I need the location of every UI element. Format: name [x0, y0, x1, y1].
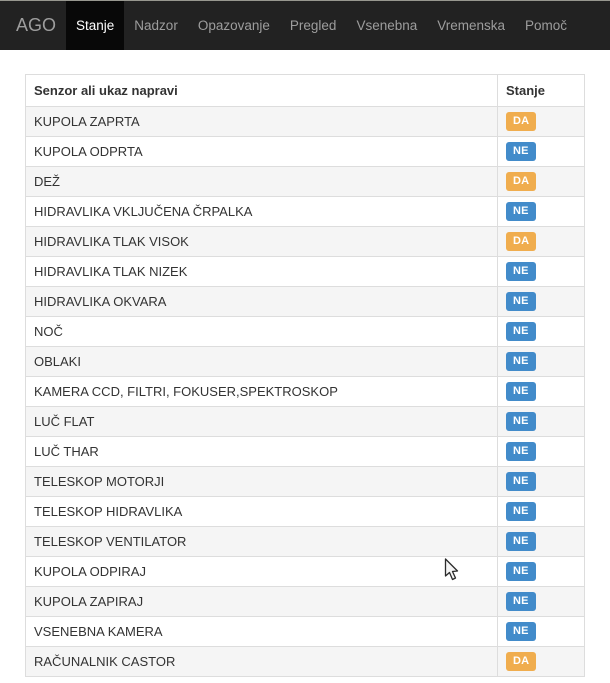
table-header: Senzor ali ukaz napravi Stanje: [25, 74, 585, 107]
state-cell: NE: [497, 136, 585, 167]
table-row: DEŽ DA: [25, 166, 585, 197]
sensor-label: HIDRAVLIKA OKVARA: [25, 286, 498, 317]
state-cell: NE: [497, 556, 585, 587]
sensor-label: KUPOLA ZAPIRAJ: [25, 586, 498, 617]
status-table: Senzor ali ukaz napravi Stanje KUPOLA ZA…: [25, 74, 585, 677]
table-row: VSENEBNA KAMERA NE: [25, 616, 585, 647]
status-badge: NE: [506, 202, 536, 221]
status-badge: DA: [506, 172, 537, 191]
table-row: KUPOLA ZAPRTA DA: [25, 106, 585, 137]
navbar-item-vremenska[interactable]: Vremenska: [437, 18, 506, 33]
state-cell: DA: [497, 226, 585, 257]
status-badge: NE: [506, 322, 536, 341]
table-row: KUPOLA ODPRTA NE: [25, 136, 585, 167]
state-cell: NE: [497, 466, 585, 497]
navbar: AGO Stanje Nadzor Opazovanje Pregled Vsenebn…: [0, 0, 610, 50]
sensor-label: KUPOLA ODPIRAJ: [25, 556, 498, 587]
state-cell: NE: [497, 286, 585, 317]
navbar-menu: Stanje Nadzor Opazovanje Pregled Vsenebna Vre…: [66, 1, 577, 50]
table-row: HIDRAVLIKA VKLJUČENA ČRPALKA NE: [25, 196, 585, 227]
state-cell: NE: [497, 436, 585, 467]
sensor-label: LUČ FLAT: [25, 406, 498, 437]
state-cell: NE: [497, 586, 585, 617]
state-cell: NE: [497, 376, 585, 407]
status-badge: DA: [506, 232, 537, 251]
table-body: KUPOLA ZAPRTA DA KUPOLA ODPRTA NE DEŽ DA…: [25, 106, 585, 677]
state-cell: NE: [497, 256, 585, 287]
main-content: Senzor ali ukaz napravi Stanje KUPOLA ZA…: [25, 74, 585, 677]
sensor-label: NOČ: [25, 316, 498, 347]
table-row: TELESKOP VENTILATOR NE: [25, 526, 585, 557]
state-cell: DA: [497, 646, 585, 677]
table-row: KUPOLA ODPIRAJ NE: [25, 556, 585, 587]
state-cell: NE: [497, 346, 585, 377]
status-badge: NE: [506, 352, 536, 371]
sensor-label: TELESKOP VENTILATOR: [25, 526, 498, 557]
table-row: HIDRAVLIKA TLAK NIZEK NE: [25, 256, 585, 287]
status-badge: NE: [506, 532, 536, 551]
navbar-item-pomoč[interactable]: Pomoč: [525, 18, 568, 33]
table-row: TELESKOP MOTORJI NE: [25, 466, 585, 497]
state-cell: NE: [497, 496, 585, 527]
table-row: KAMERA CCD, FILTRI, FOKUSER,SPEKTROSKOP …: [25, 376, 585, 407]
state-cell: NE: [497, 406, 585, 437]
navbar-item-nadzor[interactable]: Nadzor: [134, 18, 178, 33]
sensor-label: RAČUNALNIK CASTOR: [25, 646, 498, 677]
sensor-label: HIDRAVLIKA VKLJUČENA ČRPALKA: [25, 196, 498, 227]
status-badge: NE: [506, 562, 536, 581]
status-badge: NE: [506, 382, 536, 401]
sensor-label: TELESKOP HIDRAVLIKA: [25, 496, 498, 527]
column-header-state: Stanje: [497, 74, 585, 107]
status-badge: NE: [506, 592, 536, 611]
header-row: Senzor ali ukaz napravi Stanje: [25, 74, 585, 107]
table-row: LUČ THAR NE: [25, 436, 585, 467]
status-badge: NE: [506, 472, 536, 491]
sensor-label: LUČ THAR: [25, 436, 498, 467]
status-badge: NE: [506, 262, 536, 281]
sensor-label: KUPOLA ZAPRTA: [25, 106, 498, 137]
status-badge: NE: [506, 142, 536, 161]
column-header-sensor: Senzor ali ukaz napravi: [25, 74, 498, 107]
table-row: RAČUNALNIK CASTOR DA: [25, 646, 585, 677]
state-cell: NE: [497, 526, 585, 557]
status-badge: NE: [506, 442, 536, 461]
state-cell: DA: [497, 166, 585, 197]
status-badge: NE: [506, 622, 536, 641]
sensor-label: HIDRAVLIKA TLAK VISOK: [25, 226, 498, 257]
status-badge: DA: [506, 112, 537, 131]
table-row: KUPOLA ZAPIRAJ NE: [25, 586, 585, 617]
table-row: OBLAKI NE: [25, 346, 585, 377]
status-badge: NE: [506, 292, 536, 311]
status-badge: NE: [506, 502, 536, 521]
sensor-label: KUPOLA ODPRTA: [25, 136, 498, 167]
table-row: HIDRAVLIKA TLAK VISOK DA: [25, 226, 585, 257]
sensor-label: OBLAKI: [25, 346, 498, 377]
navbar-brand[interactable]: AGO: [16, 15, 57, 35]
sensor-label: KAMERA CCD, FILTRI, FOKUSER,SPEKTROSKOP: [25, 376, 498, 407]
table-row: TELESKOP HIDRAVLIKA NE: [25, 496, 585, 527]
navbar-item-stanje[interactable]: Stanje: [66, 1, 125, 50]
sensor-label: DEŽ: [25, 166, 498, 197]
state-cell: NE: [497, 616, 585, 647]
navbar-item-pregled[interactable]: Pregled: [289, 18, 337, 33]
state-cell: NE: [497, 316, 585, 347]
navbar-item-opazovanje[interactable]: Opazovanje: [197, 18, 270, 33]
state-cell: NE: [497, 196, 585, 227]
navbar-item-vsenebna[interactable]: Vsenebna: [356, 18, 418, 33]
status-badge: NE: [506, 412, 536, 431]
status-badge: DA: [506, 652, 537, 671]
table-row: HIDRAVLIKA OKVARA NE: [25, 286, 585, 317]
table-row: NOČ NE: [25, 316, 585, 347]
sensor-label: TELESKOP MOTORJI: [25, 466, 498, 497]
table-row: LUČ FLAT NE: [25, 406, 585, 437]
sensor-label: HIDRAVLIKA TLAK NIZEK: [25, 256, 498, 287]
sensor-label: VSENEBNA KAMERA: [25, 616, 498, 647]
state-cell: DA: [497, 106, 585, 137]
